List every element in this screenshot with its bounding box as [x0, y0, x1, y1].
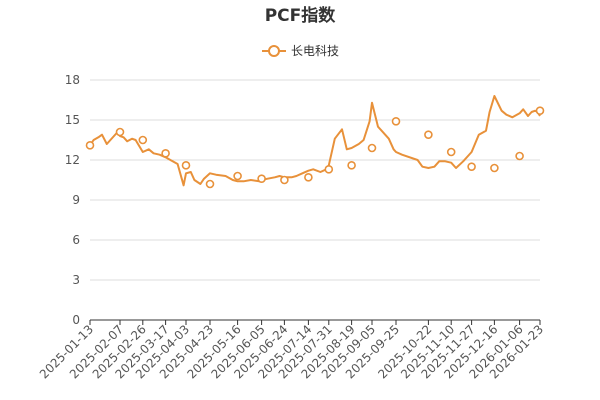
grid	[90, 79, 540, 321]
y-tick-label: 18	[65, 73, 80, 87]
x-axis: 2025-01-132025-02-072025-02-262025-03-17…	[37, 320, 546, 381]
y-tick-label: 12	[65, 153, 80, 167]
y-tick-label: 3	[72, 273, 80, 287]
data-point[interactable]	[367, 143, 377, 153]
data-point[interactable]	[161, 149, 170, 158]
data-point[interactable]	[280, 175, 289, 185]
data-point[interactable]	[446, 147, 456, 157]
data-point[interactable]	[424, 130, 433, 139]
data-point[interactable]	[115, 127, 125, 137]
data-point[interactable]	[205, 179, 215, 189]
data-point[interactable]	[181, 161, 191, 170]
data-point[interactable]	[490, 163, 499, 173]
data-point[interactable]	[138, 135, 148, 145]
y-axis: 0 3 6 9 12 15 18	[65, 73, 80, 327]
series-markers	[85, 106, 545, 189]
data-point[interactable]	[391, 117, 401, 126]
data-point[interactable]	[535, 106, 545, 115]
data-point[interactable]	[304, 173, 313, 182]
data-point[interactable]	[467, 162, 476, 171]
legend-marker-swatch	[268, 45, 280, 57]
y-tick-label: 6	[72, 233, 80, 247]
data-point[interactable]	[347, 161, 356, 170]
data-point[interactable]	[233, 171, 242, 181]
y-tick-label: 9	[72, 193, 80, 207]
data-point[interactable]	[515, 151, 524, 161]
data-point[interactable]	[85, 141, 95, 150]
y-tick-label: 0	[72, 313, 80, 327]
series-line-changdian	[89, 95, 541, 187]
legend[interactable]: 长电科技	[262, 44, 339, 58]
legend-label: 长电科技	[291, 44, 339, 58]
data-point[interactable]	[257, 174, 266, 183]
y-tick-label: 15	[65, 113, 80, 127]
data-point[interactable]	[324, 165, 334, 174]
chart-title: PCF指数	[265, 5, 337, 26]
